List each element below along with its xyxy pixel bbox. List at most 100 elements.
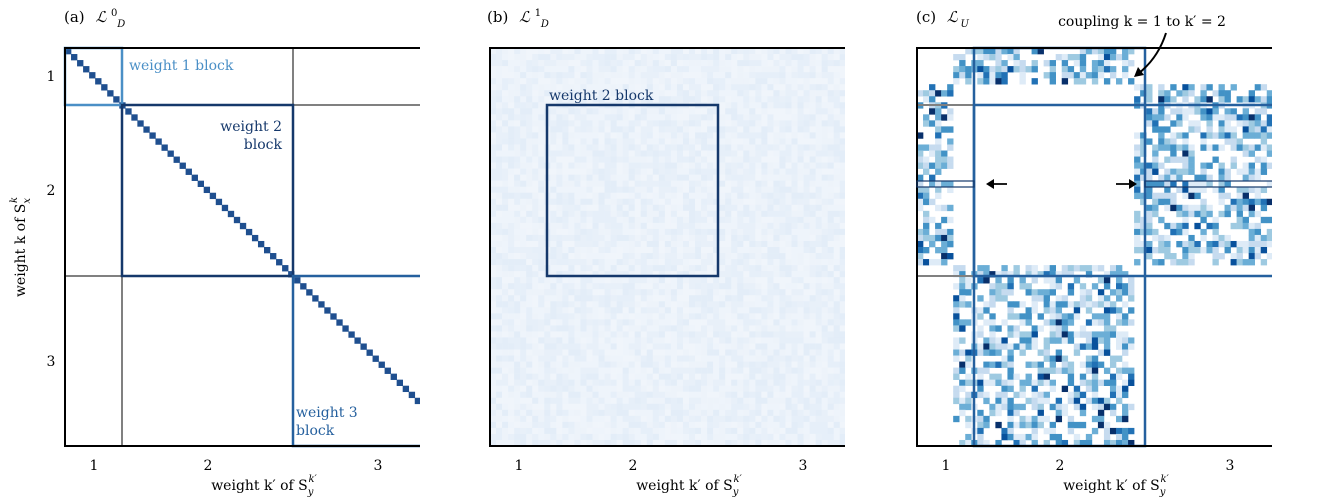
matrix-cell: [689, 126, 696, 133]
matrix-cell: [532, 313, 539, 320]
matrix-cell: [1194, 96, 1201, 103]
matrix-cell: [815, 349, 822, 356]
matrix-cell: [592, 391, 599, 399]
matrix-cell: [791, 180, 798, 187]
matrix-cell: [592, 234, 599, 242]
matrix-cell: [803, 174, 810, 181]
matrix-cell: [749, 289, 756, 296]
matrix-cell: [833, 313, 841, 320]
matrix-cell: [1122, 72, 1129, 79]
matrix-cell: [658, 210, 666, 218]
matrix-cell: [725, 144, 732, 151]
matrix-cell: [707, 240, 714, 248]
matrix-cell: [550, 210, 557, 218]
matrix-cell: [490, 48, 497, 55]
matrix-cell: [670, 84, 678, 91]
matrix-cell: [646, 192, 654, 200]
matrix-cell: [670, 415, 678, 423]
matrix-cell: [676, 403, 684, 411]
matrix-cell: [713, 409, 720, 417]
matrix-cell: [725, 228, 732, 236]
matrix-cell: [526, 228, 533, 236]
matrix-cell: [725, 295, 732, 302]
matrix-cell: [544, 385, 551, 393]
matrix-cell: [779, 162, 786, 169]
matrix-cell: [689, 391, 696, 399]
diagonal-cell: [221, 204, 229, 212]
matrix-cell: [1146, 168, 1153, 175]
matrix-cell: [616, 108, 623, 115]
matrix-cell: [496, 361, 503, 368]
matrix-cell: [622, 48, 629, 55]
matrix-cell: [821, 331, 828, 338]
matrix-cell: [833, 367, 841, 374]
matrix-cell: [538, 385, 545, 393]
matrix-cell: [628, 247, 636, 254]
matrix-cell: [719, 54, 726, 61]
matrix-cell: [743, 222, 750, 230]
matrix-cell: [550, 180, 557, 187]
matrix-cell: [725, 180, 732, 187]
matrix-cell: [737, 367, 744, 374]
matrix-cell: [731, 397, 738, 405]
matrix-cell: [1218, 162, 1225, 169]
matrix-cell: [520, 361, 527, 368]
matrix-cell: [779, 144, 786, 151]
matrix-cell: [737, 222, 744, 230]
matrix-cell: [628, 283, 636, 290]
matrix-cell: [508, 84, 515, 91]
matrix-cell: [1061, 54, 1069, 61]
matrix-cell: [833, 150, 841, 157]
matrix-cell: [827, 385, 835, 393]
matrix-cell: [490, 277, 497, 284]
matrix-cell: [616, 415, 623, 423]
matrix-cell: [743, 409, 750, 417]
matrix-cell: [514, 216, 521, 224]
matrix-cell: [538, 397, 545, 405]
diagonal-cell: [276, 259, 283, 266]
matrix-cell: [610, 415, 617, 423]
matrix-cell: [682, 192, 690, 200]
matrix-cell: [580, 427, 587, 435]
matrix-cell: [1236, 144, 1243, 151]
matrix-cell: [731, 234, 738, 242]
matrix-cell: [634, 126, 642, 133]
matrix-cell: [755, 439, 762, 447]
matrix-cell: [761, 126, 768, 133]
matrix-cell: [815, 385, 822, 393]
matrix-cell: [821, 120, 828, 127]
matrix-cell: [1043, 72, 1050, 79]
matrix-cell: [526, 210, 533, 218]
matrix-cell: [917, 247, 924, 254]
matrix-cell: [520, 367, 527, 374]
matrix-cell: [689, 421, 696, 429]
matrix-cell: [682, 84, 690, 91]
matrix-cell: [1218, 96, 1225, 103]
matrix-cell: [580, 114, 587, 121]
matrix-cell: [538, 168, 545, 175]
matrix-cell: [761, 198, 768, 206]
matrix-cell: [508, 72, 515, 79]
matrix-cell: [652, 84, 660, 91]
matrix-cell: [767, 114, 774, 121]
matrix-cell: [550, 289, 557, 296]
matrix-cell: [815, 120, 822, 127]
matrix-cell: [640, 313, 648, 320]
matrix-cell: [526, 102, 533, 109]
matrix-cell: [833, 283, 841, 290]
matrix-cell: [532, 391, 539, 399]
matrix-cell: [496, 325, 503, 332]
matrix-cell: [532, 349, 539, 356]
matrix-cell: [689, 216, 696, 224]
matrix-cell: [514, 265, 521, 272]
matrix-cell: [616, 343, 623, 350]
matrix-cell: [664, 168, 672, 175]
matrix-cell: [676, 271, 684, 278]
matrix-cell: [682, 78, 690, 85]
matrix-cell: [496, 253, 503, 260]
matrix-cell: [490, 180, 497, 187]
matrix-cell: [664, 379, 672, 386]
matrix-cell: [682, 301, 690, 308]
matrix-cell: [532, 120, 539, 127]
matrix-cell: [809, 319, 816, 326]
